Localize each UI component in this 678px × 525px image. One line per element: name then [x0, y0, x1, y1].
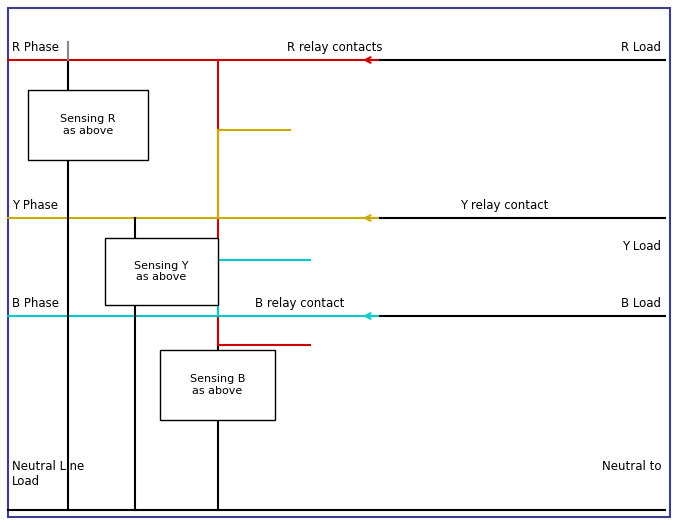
Text: B relay contact: B relay contact	[255, 297, 344, 310]
Bar	[28, 90, 148, 160]
Text: Y Phase: Y Phase	[12, 199, 58, 212]
Text: Neutral Line
Load: Neutral Line Load	[12, 460, 84, 488]
Text: R relay contacts: R relay contacts	[287, 41, 383, 54]
Text: Y relay contact: Y relay contact	[460, 199, 549, 212]
Text: R Phase: R Phase	[12, 41, 59, 54]
Text: Sensing R
as above: Sensing R as above	[60, 114, 116, 136]
Text: Neutral to: Neutral to	[601, 460, 661, 473]
Bar	[105, 238, 218, 305]
Text: B Load: B Load	[621, 297, 661, 310]
Text: B Phase: B Phase	[12, 297, 59, 310]
Text: Sensing Y
as above: Sensing Y as above	[134, 261, 188, 282]
Text: Y Load: Y Load	[622, 240, 661, 253]
Bar	[160, 350, 275, 420]
Text: Sensing B
as above: Sensing B as above	[190, 374, 245, 396]
Text: R Load: R Load	[621, 41, 661, 54]
